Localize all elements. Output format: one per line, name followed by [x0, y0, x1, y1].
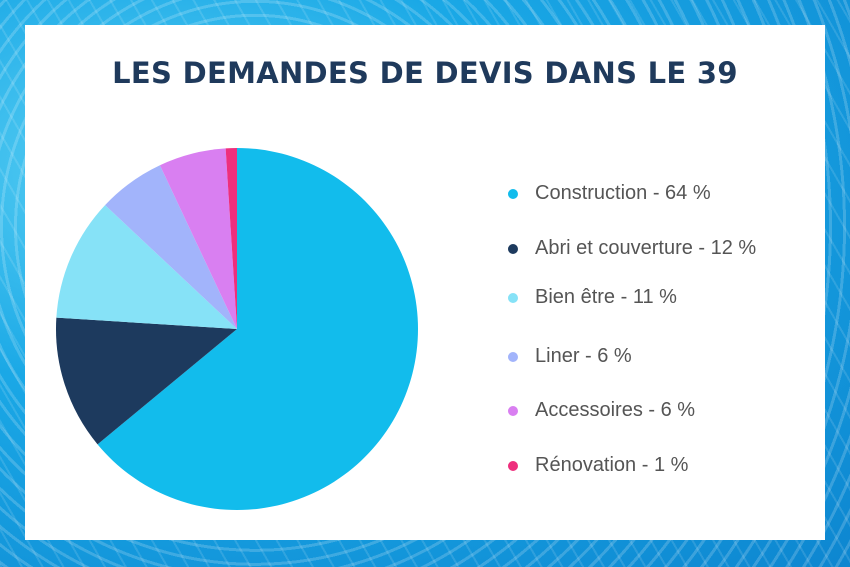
pie-slice-construction [97, 148, 418, 511]
chart-title-text: LES DEMANDES DE DEVIS DANS LE 39 [112, 56, 738, 90]
legend-dot-icon [508, 188, 518, 199]
legend-item: Accessoires - 6 % [508, 399, 695, 422]
pie-slice-bien-tre [56, 205, 237, 329]
legend-label: Bien être - 11 % [535, 286, 677, 308]
pie-slice-r-novation [225, 148, 237, 329]
legend-item: Abri et couverture - 12 % [508, 237, 756, 260]
legend-label: Construction - 64 % [535, 182, 711, 204]
legend-item: Construction - 64 % [508, 182, 711, 205]
legend-dot-icon [508, 243, 518, 254]
pie-slice-accessoires [159, 148, 237, 329]
legend-item: Liner - 6 % [508, 345, 632, 368]
legend-item: Rénovation - 1 % [508, 454, 688, 477]
legend-label: Accessoires - 6 % [535, 399, 696, 421]
legend-item: Bien être - 11 % [508, 286, 677, 309]
legend-dot-icon [508, 292, 518, 303]
legend-dot-icon [508, 460, 518, 471]
pie-slice-abri-et-couverture [56, 317, 238, 445]
legend-label: Rénovation - 1 % [535, 454, 689, 476]
legend-dot-icon [508, 405, 518, 416]
legend-label: Liner - 6 % [535, 345, 632, 367]
legend-label: Abri et couverture - 12 % [535, 237, 757, 259]
legend-dot-icon [508, 351, 518, 362]
pie-slice-liner [105, 165, 238, 329]
